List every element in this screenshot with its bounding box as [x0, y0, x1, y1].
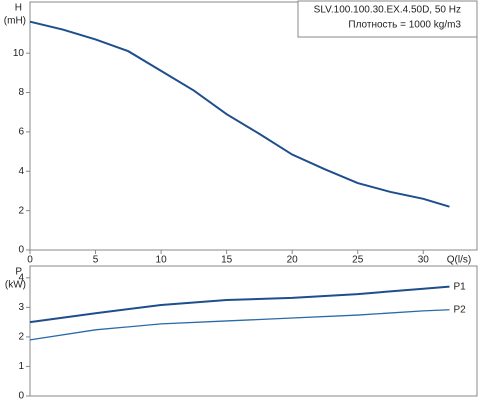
- y-tick-label: 8: [18, 87, 24, 98]
- plot-frame: [29, 265, 478, 397]
- y-tick-label: 2: [18, 332, 24, 343]
- x-tick-label: 30: [418, 255, 430, 266]
- y-axis-label: H: [15, 3, 22, 14]
- y-axis-label: P: [15, 267, 22, 278]
- y-tick-label: 10: [13, 48, 25, 59]
- annotation: SLV.100.100.30.EX.4.50D, 50 Hz: [314, 5, 461, 16]
- y-tick-label: 0: [18, 245, 24, 256]
- y-tick-label: 0: [18, 391, 24, 400]
- legend-label: P2: [453, 304, 466, 315]
- y-axis-unit: (mH): [4, 16, 26, 27]
- annotation: Плотность = 1000 kg/m3: [348, 20, 461, 31]
- y-tick-label: 6: [18, 127, 24, 138]
- y-tick-label: 4: [18, 272, 24, 283]
- curve: [29, 20, 450, 208]
- y-tick-label: 3: [18, 302, 24, 313]
- x-axis-label: Q(l/s): [447, 255, 471, 266]
- x-tick-label: 0: [27, 255, 33, 266]
- x-tick-label: 25: [352, 255, 364, 266]
- curve: [29, 285, 450, 324]
- y-tick-label: 4: [18, 166, 24, 177]
- y-tick-label: 1: [18, 361, 24, 372]
- y-tick-label: 2: [18, 205, 24, 216]
- plot-frame: [29, 1, 478, 251]
- x-tick-label: 10: [156, 255, 168, 266]
- x-tick-label: 20: [287, 255, 299, 266]
- curve: [29, 309, 450, 341]
- x-tick-label: 5: [93, 255, 99, 266]
- legend-label: P1: [453, 281, 466, 292]
- x-tick-label: 15: [221, 255, 233, 266]
- annotation-box: [297, 0, 478, 38]
- y-axis-unit: (kW): [5, 280, 26, 291]
